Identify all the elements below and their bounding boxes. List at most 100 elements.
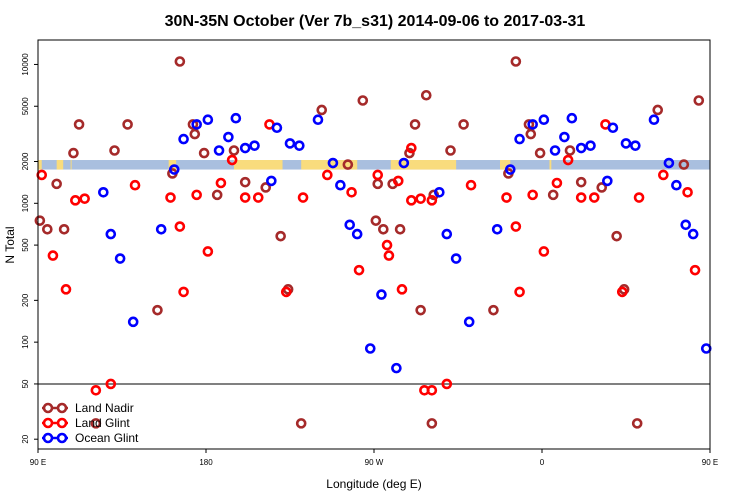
point-ocean-glint (527, 119, 538, 130)
point-land-nadir (378, 223, 389, 235)
point-land-glint (575, 192, 587, 203)
point-ocean-glint (223, 131, 234, 143)
y-tick-label: 2000 (21, 152, 30, 170)
point-ocean-glint (463, 316, 475, 328)
point-land-glint (60, 284, 72, 295)
point-land-nadir (415, 304, 426, 316)
point-land-nadir (596, 182, 608, 193)
point-ocean-glint (575, 142, 587, 154)
point-land-nadir (187, 119, 199, 130)
point-land-glint (689, 264, 701, 276)
point-land-glint (415, 193, 426, 204)
point-land-nadir (693, 95, 705, 106)
point-ocean-glint (620, 138, 632, 149)
point-land-nadir (409, 119, 421, 130)
point-ocean-glint (687, 228, 699, 240)
point-land-glint (538, 246, 550, 257)
x-tick-label: 90 E (702, 458, 718, 467)
point-land-nadir (228, 145, 240, 156)
point-ocean-glint (700, 343, 712, 354)
point-land-glint (426, 195, 438, 206)
legend-marker-land-glint (56, 417, 68, 429)
band-land (70, 160, 72, 170)
point-land-nadir (510, 56, 522, 67)
point-land-nadir (34, 215, 46, 226)
point-land-glint (165, 192, 176, 203)
legend-marker-land-nadir (42, 402, 54, 414)
point-ocean-glint (249, 140, 260, 151)
point-land-nadir (51, 178, 62, 190)
point-ocean-glint (671, 179, 682, 191)
point-land-glint (226, 154, 238, 166)
x-tick-label: 90 E (30, 458, 46, 467)
point-land-nadir (211, 189, 223, 201)
y-tick-label: 1000 (21, 194, 30, 212)
point-land-glint (90, 384, 102, 396)
point-land-glint (551, 177, 563, 189)
point-ocean-glint (98, 187, 109, 198)
point-ocean-glint (549, 145, 561, 156)
point-land-nadir (547, 189, 559, 201)
point-land-glint (202, 246, 214, 257)
point-land-nadir (73, 119, 85, 130)
point-land-glint (353, 264, 365, 276)
point-land-glint (396, 284, 408, 295)
point-ocean-glint (663, 157, 675, 169)
point-ocean-glint (327, 157, 339, 169)
point-land-glint (682, 187, 693, 198)
point-land-glint (383, 250, 395, 261)
band-land (56, 160, 64, 170)
point-land-glint (297, 192, 309, 203)
point-ocean-glint (514, 133, 525, 145)
point-ocean-glint (114, 253, 126, 264)
point-land-glint (178, 286, 189, 298)
point-ocean-glint (538, 114, 550, 126)
point-land-nadir (152, 304, 163, 316)
point-land-nadir (488, 304, 499, 316)
point-land-nadir (174, 56, 186, 67)
point-land-nadir (90, 418, 102, 429)
point-ocean-glint (284, 138, 296, 149)
point-land-glint (562, 154, 574, 166)
point-land-nadir (275, 230, 286, 242)
point-land-nadir (239, 176, 251, 188)
point-land-nadir (198, 147, 210, 159)
point-land-glint (36, 169, 48, 181)
plot-frame (37, 39, 711, 450)
y-tick-label: 20 (21, 434, 30, 443)
point-ocean-glint (178, 133, 189, 145)
point-land-nadir (42, 223, 53, 235)
point-ocean-glint (504, 164, 516, 175)
point-ocean-glint (351, 228, 363, 240)
x-tick-label: 90 W (365, 458, 384, 467)
point-ocean-glint (680, 219, 692, 231)
point-land-nadir (678, 159, 690, 170)
legend-marker-land-glint (42, 417, 54, 429)
point-land-glint (215, 177, 227, 189)
band-land (38, 160, 42, 170)
point-land-glint (280, 286, 292, 298)
point-land-nadir (122, 119, 133, 130)
point-land-nadir (420, 89, 432, 101)
point-ocean-glint (602, 175, 613, 187)
point-land-glint (406, 142, 417, 154)
point-land-nadir (68, 147, 79, 159)
point-ocean-glint (239, 142, 251, 154)
y-tick-label: 500 (21, 238, 30, 252)
point-ocean-glint (648, 114, 660, 126)
point-ocean-glint (127, 316, 139, 328)
legend-marker-ocean-glint (42, 432, 54, 444)
y-tick-label: 5000 (21, 97, 30, 115)
point-ocean-glint (312, 114, 324, 126)
data-points (34, 56, 712, 429)
point-ocean-glint (294, 140, 305, 151)
band-land (549, 160, 552, 170)
point-ocean-glint (585, 140, 596, 151)
point-land-glint (129, 179, 141, 191)
point-land-nadir (525, 128, 537, 140)
point-land-glint (322, 169, 333, 181)
x-axis-label: Longitude (deg E) (326, 477, 421, 491)
point-land-nadir (575, 176, 587, 188)
point-ocean-glint (607, 122, 619, 134)
